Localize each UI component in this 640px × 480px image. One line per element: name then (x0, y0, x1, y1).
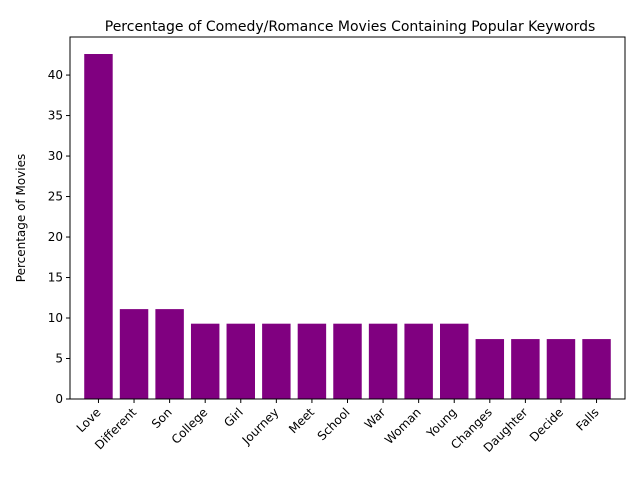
x-tick-label: Girl (221, 405, 246, 430)
x-tick-label: Love (74, 405, 104, 435)
y-tick-label: 35 (48, 109, 63, 123)
y-tick-label: 40 (48, 68, 63, 82)
y-tick-label: 20 (48, 230, 63, 244)
bar-falls (582, 339, 611, 399)
y-axis-label: Percentage of Movies (14, 154, 28, 282)
bar-war (368, 323, 398, 399)
bar-woman (404, 323, 433, 399)
x-tick-label: Journey (239, 405, 282, 448)
x-tick-label: Woman (382, 405, 424, 447)
y-tick-label: 15 (48, 271, 63, 285)
bar-meet (297, 323, 327, 399)
x-tick-label: School (315, 405, 353, 443)
bar-decide (546, 339, 576, 399)
x-tick-label: Decide (527, 405, 566, 444)
bar-young (440, 323, 469, 399)
y-tick-label: 30 (48, 149, 63, 163)
y-tick-label: 5 (55, 352, 63, 366)
x-tick-label: Meet (286, 405, 317, 436)
x-tick-label: College (169, 405, 211, 447)
x-tick-label: War (362, 405, 388, 431)
bar-son (155, 309, 184, 399)
plot-frame (69, 36, 626, 400)
y-tick-label: 10 (48, 311, 63, 325)
bar-school (333, 323, 362, 399)
y-tick-label: 25 (48, 190, 63, 204)
bar-changes (475, 339, 505, 399)
bar-daughter (511, 339, 540, 399)
x-tick-label: Son (149, 405, 175, 431)
bar-college (190, 323, 220, 399)
bars-group (84, 54, 611, 399)
bar-love (84, 54, 113, 399)
bar-different (119, 309, 149, 399)
y-axis: 0 5 10 15 20 25 30 35 40 (48, 68, 70, 406)
bar-girl (226, 323, 255, 399)
y-tick-label: 0 (55, 392, 63, 406)
chart-title: Percentage of Comedy/Romance Movies Cont… (105, 19, 596, 35)
bar-journey (262, 323, 291, 399)
x-tick-label: Falls (573, 405, 601, 433)
